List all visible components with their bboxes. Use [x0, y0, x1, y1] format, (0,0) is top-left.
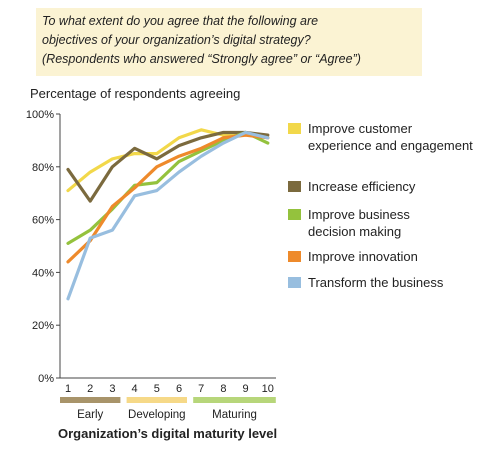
legend-swatch — [288, 277, 301, 288]
y-axis-label: Percentage of respondents agreeing — [30, 86, 241, 101]
x-tick-label: 4 — [132, 383, 138, 395]
x-tick-label: 1 — [65, 383, 71, 395]
x-tick-label: 6 — [176, 383, 182, 395]
question-line-3: (Respondents who answered “Strongly agre… — [42, 52, 361, 66]
x-tick-label: 10 — [262, 383, 274, 395]
maturity-group-bar — [126, 397, 187, 403]
series-line — [66, 130, 270, 301]
y-tick-label: 40% — [32, 267, 54, 279]
legend-swatch — [288, 251, 301, 262]
x-tick-label: 8 — [220, 383, 226, 395]
maturity-group-bar — [60, 397, 121, 403]
legend-swatch — [288, 209, 301, 220]
series-line — [66, 130, 270, 203]
y-tick-label: 20% — [32, 320, 54, 332]
y-tick-label: 80% — [32, 162, 54, 174]
y-tick-label: 100% — [26, 109, 54, 121]
maturity-group-label: Early — [77, 409, 103, 421]
question-line-1: To what extent do you agree that the fol… — [42, 14, 319, 28]
legend-label: Improve business decision making — [308, 207, 410, 239]
x-tick-label: 5 — [154, 383, 160, 395]
legend-label: Transform the business — [308, 275, 444, 290]
question-line-2: objectives of your organization’s digita… — [42, 33, 311, 47]
legend-label: Increase efficiency — [308, 179, 416, 194]
legend-swatch — [288, 123, 301, 134]
x-tick-label: 9 — [243, 383, 249, 395]
maturity-group-bar — [193, 397, 276, 403]
maturity-group-label: Maturing — [212, 409, 257, 421]
y-tick-label: 60% — [32, 215, 54, 227]
y-tick-label: 0% — [38, 373, 54, 385]
x-tick-label: 2 — [87, 383, 93, 395]
maturity-group-label: Developing — [128, 409, 186, 421]
legend-swatch — [288, 181, 301, 192]
question-box: To what extent do you agree that the fol… — [36, 8, 422, 76]
x-tick-label: 3 — [109, 383, 115, 395]
x-axis-label: Organization’s digital maturity level — [58, 426, 278, 441]
legend-label: Improve innovation — [308, 249, 418, 264]
x-tick-label: 7 — [198, 383, 204, 395]
legend-label: Improve customer experience and engageme… — [308, 121, 473, 153]
